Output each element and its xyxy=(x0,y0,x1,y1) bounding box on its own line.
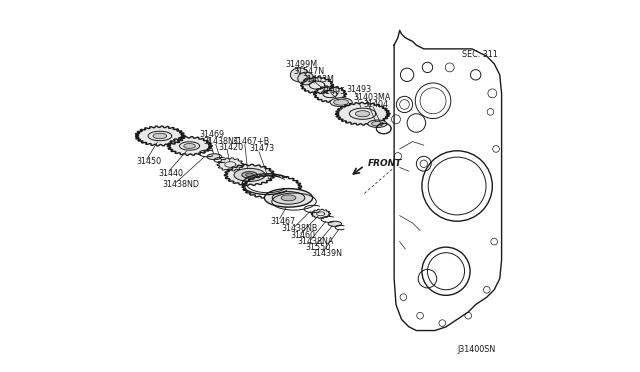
Text: 31493: 31493 xyxy=(346,85,371,94)
Ellipse shape xyxy=(371,122,383,126)
Polygon shape xyxy=(170,138,209,154)
Ellipse shape xyxy=(234,169,265,182)
Polygon shape xyxy=(138,127,181,145)
Text: 31438NC: 31438NC xyxy=(204,137,240,146)
Ellipse shape xyxy=(242,171,257,178)
Text: 31420: 31420 xyxy=(218,142,243,151)
Text: 31460: 31460 xyxy=(291,231,316,240)
Ellipse shape xyxy=(184,144,195,148)
Text: 31450: 31450 xyxy=(137,157,162,166)
Text: FRONT: FRONT xyxy=(367,159,402,168)
Ellipse shape xyxy=(264,189,312,207)
Polygon shape xyxy=(312,210,329,218)
Text: 31438NB: 31438NB xyxy=(281,224,317,233)
Ellipse shape xyxy=(330,98,352,107)
Text: 31550: 31550 xyxy=(305,243,330,252)
Text: 31467: 31467 xyxy=(270,217,295,226)
Text: 31473: 31473 xyxy=(250,144,275,153)
Ellipse shape xyxy=(355,111,370,117)
Text: 31403M: 31403M xyxy=(302,75,334,84)
Text: 31403MA: 31403MA xyxy=(353,93,391,102)
Text: 31547N: 31547N xyxy=(293,67,324,76)
Polygon shape xyxy=(316,87,344,101)
Ellipse shape xyxy=(298,72,314,85)
Polygon shape xyxy=(339,104,387,124)
Ellipse shape xyxy=(207,154,222,160)
Text: 31499M: 31499M xyxy=(286,60,318,69)
Ellipse shape xyxy=(153,133,167,139)
Text: 31440: 31440 xyxy=(159,169,184,177)
Text: 31469: 31469 xyxy=(200,129,225,139)
Text: 31438ND: 31438ND xyxy=(163,180,200,189)
Polygon shape xyxy=(219,159,241,170)
Ellipse shape xyxy=(291,68,309,82)
Ellipse shape xyxy=(333,99,349,105)
Ellipse shape xyxy=(272,192,305,204)
Text: SEC. 311: SEC. 311 xyxy=(461,50,497,59)
Polygon shape xyxy=(303,78,331,93)
Ellipse shape xyxy=(281,195,296,201)
Text: 31404: 31404 xyxy=(364,100,388,109)
Ellipse shape xyxy=(368,120,387,128)
Text: 31467+B: 31467+B xyxy=(233,137,270,146)
Polygon shape xyxy=(227,166,272,184)
Text: 31438NA: 31438NA xyxy=(298,237,334,246)
Text: J31400SN: J31400SN xyxy=(457,345,495,354)
Text: 31495: 31495 xyxy=(321,87,346,96)
Ellipse shape xyxy=(246,173,253,177)
Text: 31439N: 31439N xyxy=(312,249,343,258)
Ellipse shape xyxy=(328,221,342,227)
